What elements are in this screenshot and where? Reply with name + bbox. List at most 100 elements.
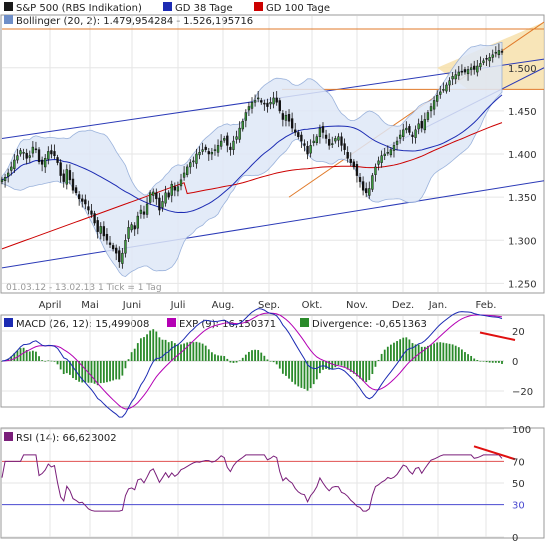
candle-body [263,102,266,105]
divergence-bar [260,352,263,361]
divergence-bar [158,337,161,361]
rsi-y-tick-label: 100 [512,425,531,436]
divergence-bar [491,361,494,363]
candle-body [142,211,146,215]
candle-body [68,170,72,181]
divergence-bar [300,361,303,388]
divergence-bar [133,348,136,361]
divergence-bar [251,350,253,361]
candle-body [436,95,439,102]
period-label: 01.03.12 - 13.02.13 1 Tick = 1 Tag [6,283,162,293]
candle-body [315,136,318,144]
candle-body [294,129,297,133]
divergence-bar [201,343,204,361]
candle-body [22,152,25,154]
candle-body [71,178,75,191]
divergence-bar [266,359,269,361]
divergence-bar [319,361,321,374]
divergence-bar [334,361,337,368]
divergence-bar [325,361,327,369]
candle-body [161,201,164,208]
candle-body [207,151,210,155]
divergence-bar [121,361,124,376]
candle-body [318,127,322,137]
legend-swatch-macd [4,318,13,327]
divergence-bar [362,361,365,382]
lower-channel-line [1,180,545,269]
macd-y-tick-label: 0 [512,357,518,368]
legend-swatch-rsi [4,432,13,441]
candle-body [198,152,201,156]
candle-body [442,89,445,91]
divergence-bar [460,349,463,361]
exp-signal-line [1,312,503,410]
price-y-tick-label: 1.300 [508,236,537,247]
candle-body [50,150,53,155]
divergence-bar [226,358,229,361]
candle-body [482,60,485,63]
price-legend: S&P 500 (RBS Indikation) GD 38 Tage GD 1… [4,2,330,27]
candle-body [500,51,504,53]
candle-body [115,247,118,254]
candle-body [34,148,38,151]
divergence-bar [146,334,148,361]
candle-body [420,120,423,129]
candle-body [439,91,442,95]
divergence-bar [1,361,3,362]
candle-body [195,153,198,164]
candle-body [445,84,448,92]
candle-body [306,145,309,155]
candle-body [423,119,427,131]
candle-body [371,175,374,190]
rsi-y-axis: 100 70 50 30 0 [512,425,531,544]
candle-body [182,172,186,178]
divergence-bar [297,361,300,387]
divergence-bar [84,361,87,383]
divergence-bar [13,353,16,361]
divergence-bar [359,361,361,379]
divergence-bar [494,361,497,363]
divergence-bar [315,361,318,380]
candle-body [321,126,325,133]
price-y-axis: 1.500 1.450 1.400 1.350 1.300 1.250 [508,64,537,291]
candle-body [77,194,81,200]
divergence-bar [62,361,65,375]
divergence-bar [457,347,460,361]
divergence-bar [479,360,482,362]
divergence-bar [87,361,90,383]
x-tick-label: Sep. [258,300,280,311]
legend-label-sp500: S&P 500 (RBS Indikation) [16,3,142,14]
candle-body [31,146,35,154]
legend-swatch-exp [167,318,176,327]
divergence-bar [476,359,479,361]
candle-body [235,136,238,140]
candle-body [170,183,173,196]
candle-body [365,188,368,194]
rsi-legend: RSI (14): 66,623002 [4,432,117,444]
candle-body [176,186,180,192]
divergence-bar [309,361,312,389]
candle-body [223,138,226,141]
divergence-bar [386,346,389,361]
candle-body [432,100,436,110]
candle-body [324,134,328,139]
candle-body [275,97,278,103]
divergence-bar [198,342,201,361]
candle-body [479,63,482,68]
candle-body [47,151,50,160]
divergence-bar [377,359,380,361]
divergence-bar [16,350,19,361]
divergence-bar [106,361,108,383]
divergence-bar [269,361,272,362]
candle-body [210,152,214,155]
divergence-bar [69,361,71,375]
candle-body [395,140,399,145]
divergence-bar [31,350,34,361]
divergence-bar [118,361,121,380]
candle-body [374,166,377,175]
divergence-bar [254,349,256,361]
divergence-bar [217,355,219,361]
candle-body [219,140,223,147]
candle-body [281,113,285,120]
